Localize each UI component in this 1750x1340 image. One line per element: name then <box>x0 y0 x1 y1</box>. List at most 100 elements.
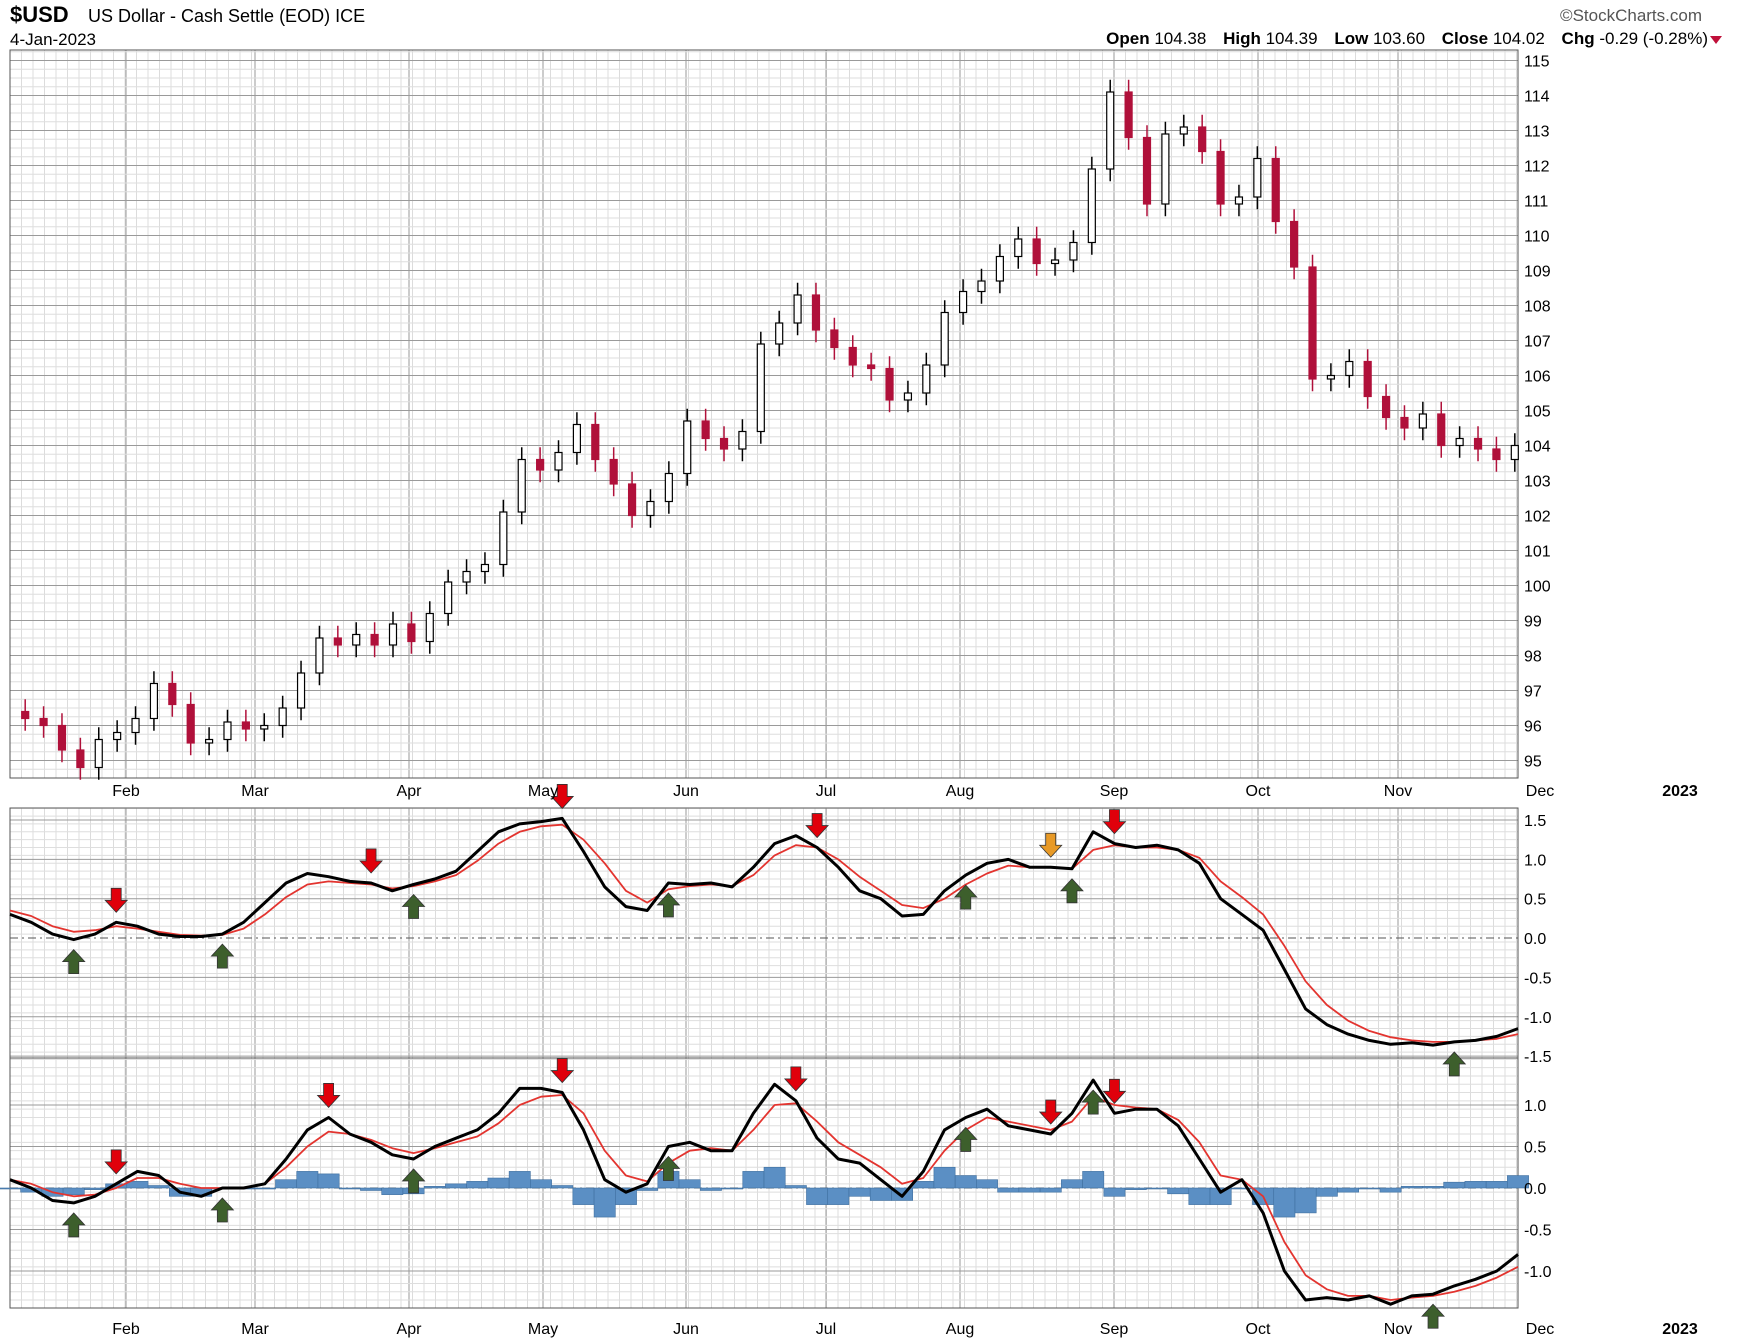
month-label: Jul <box>816 1321 836 1338</box>
histogram-bar <box>487 1177 510 1189</box>
candle-body <box>1510 444 1519 461</box>
candle-body <box>21 710 30 720</box>
month-label: Nov <box>1384 1321 1412 1338</box>
candle-body <box>315 637 324 674</box>
candle-body <box>260 724 269 730</box>
indicator-lines <box>9 816 1519 1306</box>
candle-body <box>388 623 398 646</box>
candle-body <box>1087 168 1096 244</box>
low-label: Low <box>1334 29 1369 48</box>
month-label: May <box>528 783 558 800</box>
candle-body <box>1032 238 1041 265</box>
candle-body <box>296 672 306 709</box>
buy-arrow-icon <box>953 884 978 910</box>
candle-body <box>1345 360 1354 377</box>
candle-body <box>848 346 857 366</box>
candle-body <box>701 420 710 440</box>
buy-arrow-icon <box>1421 1303 1445 1329</box>
candle-body <box>830 329 839 349</box>
histogram-bar <box>699 1187 722 1191</box>
histogram-bar <box>869 1187 892 1201</box>
candle-body <box>1290 220 1299 268</box>
indicator-tick-label: 1.0 <box>1524 1098 1546 1115</box>
histogram-bar <box>1039 1187 1062 1193</box>
histogram-bar <box>742 1171 765 1189</box>
open-value: 104.38 <box>1154 29 1207 48</box>
candle-body <box>627 483 637 517</box>
chart-date: 4-Jan-2023 <box>10 30 97 49</box>
indicator-tick-label: 0.0 <box>1524 931 1546 948</box>
price-tick-label: 97 <box>1524 684 1542 701</box>
histogram-bar <box>1358 1187 1381 1190</box>
candle-body <box>1234 196 1244 205</box>
histogram-bar <box>1485 1181 1508 1189</box>
candle-body <box>940 311 949 366</box>
histogram-bar <box>211 1187 234 1190</box>
histogram-bar <box>1422 1186 1444 1189</box>
candle-body <box>444 581 453 615</box>
close-label: Close <box>1441 29 1489 48</box>
histogram-bar <box>147 1185 170 1189</box>
candle-body <box>76 749 85 769</box>
price-tick-label: 103 <box>1524 474 1551 491</box>
candle-body <box>719 437 729 450</box>
histogram-bar <box>1188 1187 1211 1205</box>
close-value: 104.02 <box>1492 29 1545 48</box>
candle-body <box>113 731 122 741</box>
high-label: High <box>1223 29 1261 48</box>
buy-arrow-icon <box>1060 878 1084 904</box>
candle-body <box>775 322 784 345</box>
histogram-bar <box>1146 1187 1168 1190</box>
candle-body <box>352 633 361 646</box>
price-tick-label: 101 <box>1524 544 1551 561</box>
candle-body <box>1492 448 1501 461</box>
histogram-bar <box>168 1187 191 1197</box>
histogram-bar <box>41 1187 64 1197</box>
month-label: Jun <box>673 1321 699 1338</box>
description-text: US Dollar - Cash Settle (EOD) <box>88 6 331 26</box>
histogram-bar <box>232 1187 255 1190</box>
histogram-bar <box>423 1186 446 1189</box>
candle-body <box>149 682 159 720</box>
candle-body <box>867 364 876 370</box>
candle-body <box>223 721 232 741</box>
ppo-line <box>9 816 1519 1047</box>
indicator-tick-label: 0.5 <box>1524 1140 1546 1157</box>
price-tick-label: 107 <box>1524 334 1551 351</box>
brand-logo[interactable]: ©StockCharts.com <box>1560 6 1702 25</box>
histogram-bar <box>445 1183 467 1189</box>
histogram-bar <box>508 1171 531 1189</box>
sell-arrow-icon <box>316 1083 341 1109</box>
ohlc-readout: Open 104.38 High 104.39 Low 103.60 Close… <box>1094 29 1708 49</box>
histogram-bar <box>1273 1187 1296 1218</box>
candle-body <box>1124 91 1133 139</box>
buy-arrow-icon <box>210 1197 235 1223</box>
histogram-bar <box>1209 1187 1232 1205</box>
candle-body <box>241 721 250 730</box>
candle-body <box>1106 91 1115 170</box>
histogram-bar <box>190 1187 213 1197</box>
sell-arrow-icon <box>359 848 383 874</box>
indicator-tick-label: 0.5 <box>1524 892 1546 909</box>
low-value: 103.60 <box>1373 29 1426 48</box>
candle-body <box>1161 133 1170 205</box>
grid-lines <box>9 50 1518 1308</box>
histogram-bar <box>763 1166 786 1189</box>
month-label: Nov <box>1384 783 1412 800</box>
candle-body <box>1216 150 1225 205</box>
exchange-text: ICE <box>335 6 366 26</box>
signal-line <box>9 1094 1519 1301</box>
month-label: Aug <box>946 1321 974 1338</box>
buy-arrow-icon <box>61 949 86 975</box>
month-label: Dec <box>1526 1321 1554 1338</box>
price-tick-label: 111 <box>1524 194 1548 211</box>
histogram-bar <box>253 1187 276 1190</box>
down-triangle-icon <box>1710 36 1722 44</box>
histogram-bar <box>954 1175 977 1189</box>
chart-header: $USD US Dollar - Cash Settle (EOD) ICE 4… <box>0 0 1750 52</box>
buy-arrow-icon <box>401 893 426 919</box>
histogram-bar <box>62 1187 85 1195</box>
candle-body <box>462 570 471 583</box>
candle-body <box>958 290 968 314</box>
high-value: 104.39 <box>1265 29 1318 48</box>
